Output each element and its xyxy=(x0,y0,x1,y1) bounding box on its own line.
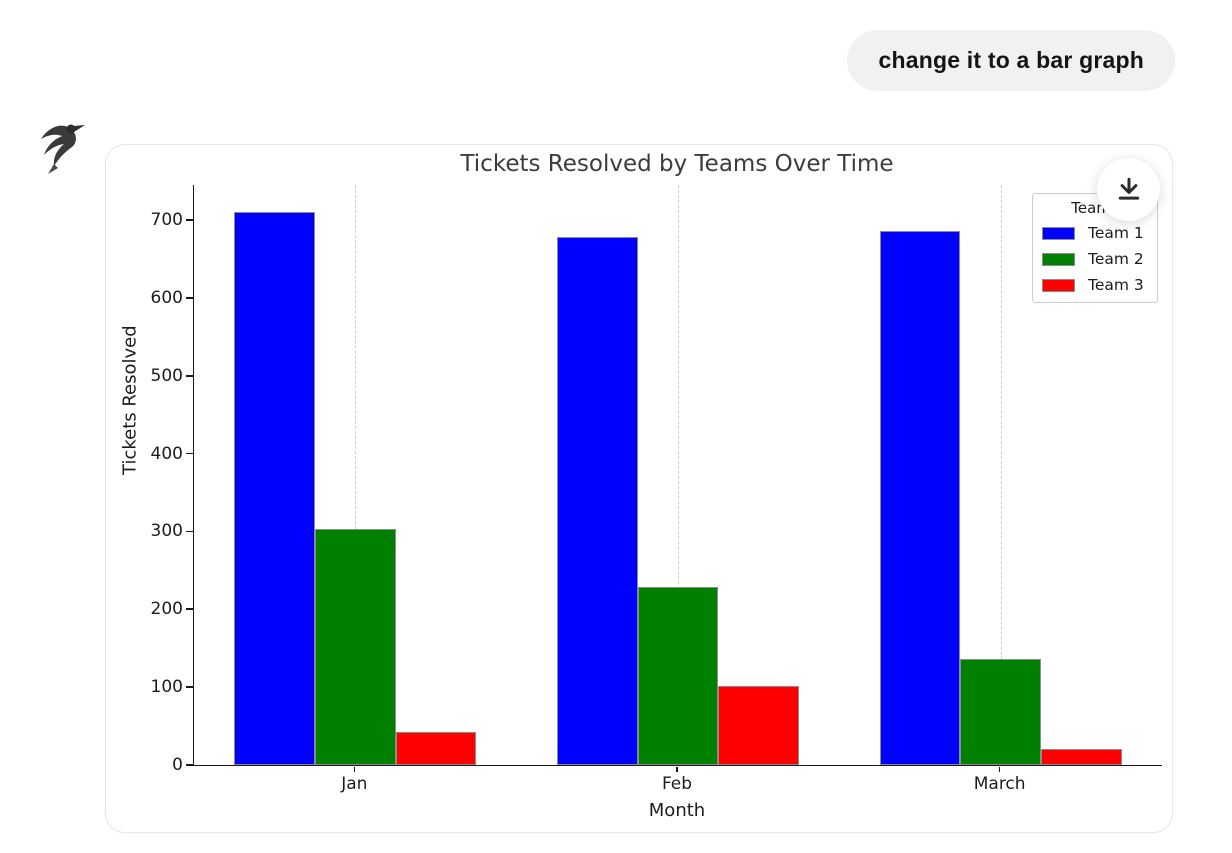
x-axis-label: Month xyxy=(648,800,706,821)
x-tick-mark-feb xyxy=(676,767,678,772)
chart-card: Tickets Resolved by Teams Over Time Tick… xyxy=(105,144,1173,833)
bar-team-1-feb xyxy=(557,237,638,765)
x-tick-label-jan: Jan xyxy=(341,774,368,794)
y-tick-mark-300 xyxy=(186,530,193,533)
legend: Teams Team 1 Team 2 Team 3 xyxy=(1032,193,1158,303)
bar-team-3-jan xyxy=(395,732,477,765)
y-tick-label-600: 600 xyxy=(150,287,183,308)
y-tick-label-0: 0 xyxy=(172,755,183,775)
y-tick-mark-100 xyxy=(186,686,193,688)
legend-swatch-team-1 xyxy=(1042,226,1075,240)
y-tick-mark-600 xyxy=(186,297,193,299)
legend-label-team-2: Team 2 xyxy=(1088,250,1144,268)
gridline-feb xyxy=(678,185,679,765)
gridline-jan xyxy=(355,185,357,765)
y-tick-mark-700 xyxy=(186,219,193,221)
x-tick-mark-jan xyxy=(353,767,356,772)
user-message-text: change it to a bar graph xyxy=(878,47,1144,73)
legend-swatch-team-3 xyxy=(1042,278,1075,292)
bar-team-3-march xyxy=(1041,749,1122,765)
y-tick-mark-0 xyxy=(186,764,193,766)
bar-team-2-jan xyxy=(315,529,396,765)
bar-team-1-jan xyxy=(234,212,315,765)
y-tick-mark-500 xyxy=(186,374,193,377)
user-message-bubble: change it to a bar graph xyxy=(847,30,1175,91)
legend-entry-team-2: Team 2 xyxy=(1033,246,1157,272)
legend-entry-team-3: Team 3 xyxy=(1033,272,1157,298)
bar-team-2-march xyxy=(960,659,1041,765)
chart-title: Tickets Resolved by Teams Over Time xyxy=(460,151,894,177)
x-tick-label-march: March xyxy=(973,774,1026,794)
y-tick-label-200: 200 xyxy=(150,599,183,620)
assistant-avatar xyxy=(26,112,90,184)
y-tick-label-300: 300 xyxy=(150,521,183,542)
x-tick-label-feb: Feb xyxy=(661,774,693,794)
download-icon xyxy=(1118,177,1139,200)
download-button[interactable] xyxy=(1097,158,1160,221)
y-tick-label-500: 500 xyxy=(150,365,183,386)
x-tick-mark-march xyxy=(998,767,1001,772)
y-tick-mark-200 xyxy=(186,608,193,611)
bar-team-1-march xyxy=(879,230,961,765)
bar-team-2-feb xyxy=(637,586,719,765)
legend-swatch-team-2 xyxy=(1042,252,1075,266)
legend-label-team-3: Team 3 xyxy=(1088,276,1144,294)
y-tick-label-400: 400 xyxy=(150,443,183,464)
legend-entry-team-1: Team 1 xyxy=(1033,220,1157,246)
legend-label-team-1: Team 1 xyxy=(1088,224,1144,242)
y-tick-mark-400 xyxy=(186,452,193,455)
bird-logo-icon xyxy=(41,124,85,174)
y-tick-label-700: 700 xyxy=(150,210,183,231)
bar-team-3-feb xyxy=(718,685,799,765)
gridline-march xyxy=(1000,185,1002,765)
y-tick-label-100: 100 xyxy=(150,677,183,698)
plot-area xyxy=(193,185,1162,766)
